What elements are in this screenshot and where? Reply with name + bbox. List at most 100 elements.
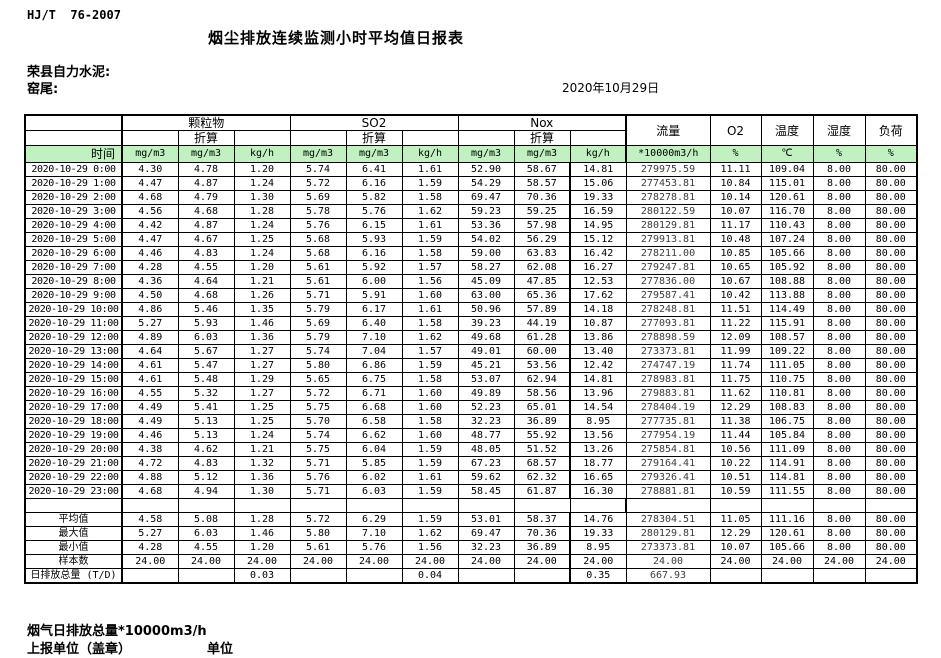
value-cell: 4.87 [177, 218, 235, 233]
unit-humidity-percent: % [812, 145, 866, 163]
unit-so2-mgm3: mg/m3 [289, 145, 347, 163]
blank-cell [121, 498, 179, 513]
blank-cell [569, 498, 627, 513]
value-cell: 4.68 [121, 190, 179, 205]
summary-label-cell: 平均值 [24, 512, 123, 527]
value-cell: 6.03 [177, 330, 235, 345]
report-date: 2020年10月29日 [562, 81, 660, 95]
value-cell: 4.46 [121, 428, 179, 443]
hour-data-row: 2020-10-29 2:00 4.68 4.79 1.30 5.69 5.82 1.58 6… [24, 190, 918, 205]
value-cell: 5.48 [177, 372, 235, 387]
value-cell: 273373.81 [625, 344, 711, 359]
value-cell: 5.76 [345, 204, 403, 219]
value-cell: 11.51 [709, 302, 762, 317]
value-cell: 80.00 [864, 288, 918, 303]
value-cell: 1.60 [401, 428, 459, 443]
summary-value-cell: 4.55 [177, 540, 235, 555]
value-cell: 10.65 [709, 260, 762, 275]
value-cell: 44.19 [513, 316, 571, 331]
value-cell: 10.87 [569, 316, 627, 331]
summary-value-cell: 5.08 [177, 512, 235, 527]
spacer-row [24, 498, 918, 513]
value-cell: 58.67 [513, 162, 571, 177]
value-cell: 5.74 [289, 428, 347, 443]
table-body: 2020-10-29 0:00 4.30 4.78 1.20 5.74 6.41 1.61 5… [24, 162, 918, 584]
value-cell: 1.36 [233, 330, 291, 345]
value-cell: 63.83 [513, 246, 571, 261]
value-cell: 8.00 [812, 344, 866, 359]
value-cell: 4.68 [177, 204, 235, 219]
summary-value-cell: 36.89 [513, 540, 571, 555]
summary-value-cell: 1.59 [401, 512, 459, 527]
value-cell: 49.68 [457, 330, 515, 345]
time-cell: 2020-10-29 8:00 [24, 274, 123, 289]
summary-value-cell: 24.00 [812, 554, 866, 569]
value-cell: 278404.19 [625, 400, 711, 415]
value-cell: 120.61 [760, 190, 814, 205]
value-cell: 4.79 [177, 190, 235, 205]
value-cell: 1.61 [401, 470, 459, 485]
value-cell: 5.78 [289, 204, 347, 219]
unit-pm-mgm3: mg/m3 [121, 145, 179, 163]
value-cell: 45.09 [457, 274, 515, 289]
blank-cell [625, 498, 711, 513]
value-cell: 80.00 [864, 428, 918, 443]
value-cell: 59.62 [457, 470, 515, 485]
converted-label-pm: 折算 [177, 130, 235, 146]
summary-value-cell: 19.33 [569, 526, 627, 541]
value-cell: 4.94 [177, 484, 235, 499]
value-cell: 5.41 [177, 400, 235, 415]
value-cell: 1.58 [401, 190, 459, 205]
value-cell: 11.11 [709, 162, 762, 177]
summary-value-cell: 24.00 [569, 554, 627, 569]
value-cell: 1.59 [401, 456, 459, 471]
header-units-row: 时间 mg/m3 mg/m3 kg/h mg/m3 mg/m3 kg/h mg/… [24, 145, 918, 163]
value-cell: 48.05 [457, 442, 515, 457]
value-cell: 8.00 [812, 176, 866, 191]
value-cell: 4.78 [177, 162, 235, 177]
blank-cell [401, 130, 459, 146]
value-cell: 1.56 [401, 274, 459, 289]
value-cell: 8.00 [812, 274, 866, 289]
value-cell: 80.00 [864, 274, 918, 289]
hour-data-row: 2020-10-29 6:00 4.46 4.83 1.24 5.68 6.16 1.58 5… [24, 246, 918, 261]
value-cell: 63.00 [457, 288, 515, 303]
value-cell: 80.00 [864, 484, 918, 499]
time-cell: 2020-10-29 13:00 [24, 344, 123, 359]
value-cell: 6.41 [345, 162, 403, 177]
value-cell: 4.42 [121, 218, 179, 233]
group-so2: SO2 [289, 114, 459, 131]
value-cell: 80.00 [864, 204, 918, 219]
time-cell: 2020-10-29 17:00 [24, 400, 123, 415]
value-cell: 53.56 [513, 358, 571, 373]
value-cell: 8.00 [812, 190, 866, 205]
value-cell: 1.21 [233, 442, 291, 457]
summary-value-cell: 0.35 [569, 568, 627, 584]
summary-value-cell: 5.80 [289, 526, 347, 541]
summary-label-cell: 日排放总量 (T/D) [24, 568, 123, 584]
value-cell: 5.74 [289, 344, 347, 359]
value-cell: 279587.41 [625, 288, 711, 303]
unit-flow: *10000m3/h [625, 145, 711, 163]
value-cell: 5.69 [289, 316, 347, 331]
value-cell: 1.36 [233, 470, 291, 485]
value-cell: 80.00 [864, 358, 918, 373]
value-cell: 8.00 [812, 316, 866, 331]
time-cell: 2020-10-29 9:00 [24, 288, 123, 303]
value-cell: 11.75 [709, 372, 762, 387]
hour-data-row: 2020-10-29 14:00 4.61 5.47 1.27 5.80 6.86 1.59… [24, 358, 918, 373]
time-cell: 2020-10-29 18:00 [24, 414, 123, 429]
value-cell: 111.05 [760, 358, 814, 373]
value-cell: 109.04 [760, 162, 814, 177]
hour-data-row: 2020-10-29 16:00 4.55 5.32 1.27 5.72 6.71 1.60… [24, 386, 918, 401]
summary-value-cell: 5.76 [345, 540, 403, 555]
unit-o2-percent: % [709, 145, 762, 163]
value-cell: 62.08 [513, 260, 571, 275]
value-cell: 67.23 [457, 456, 515, 471]
value-cell: 1.25 [233, 232, 291, 247]
monitoring-data-table: 颗粒物 SO2 Nox 流量 O2 温度 湿度 负荷 折算 折算 折算 时间 m… [24, 114, 918, 584]
value-cell: 14.18 [569, 302, 627, 317]
monitoring-location: 窑尾: [27, 82, 59, 97]
value-cell: 111.55 [760, 484, 814, 499]
